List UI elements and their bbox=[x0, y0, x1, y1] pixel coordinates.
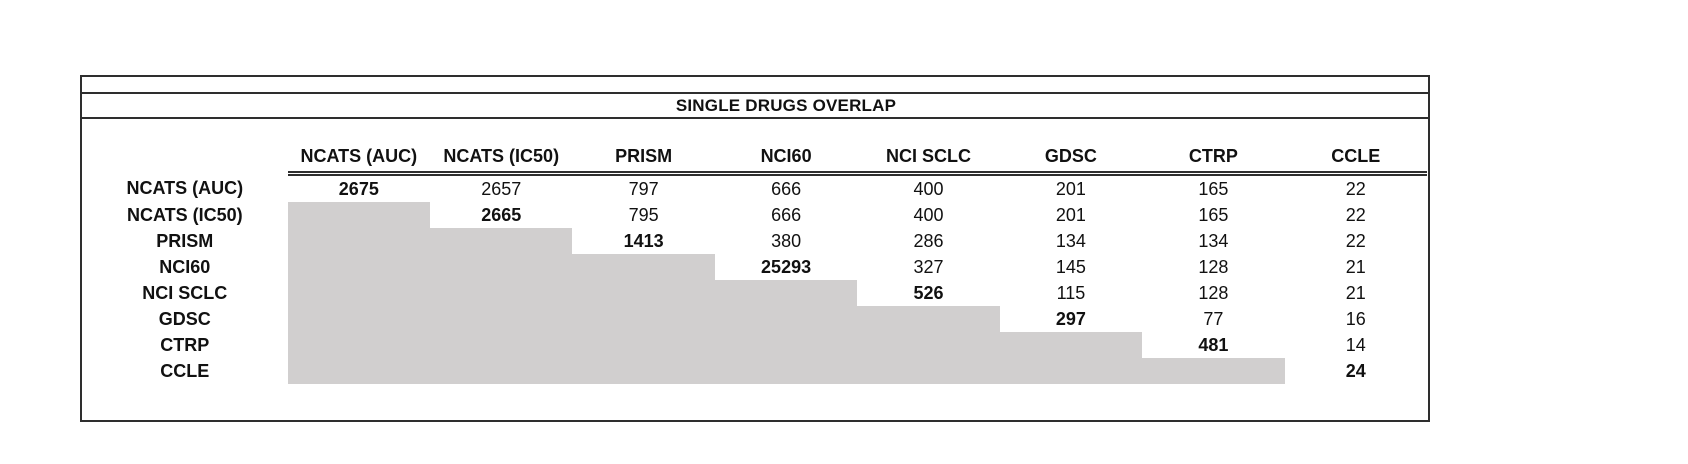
overlap-cell-nci60-x-nci-sclc: 327 bbox=[913, 257, 944, 277]
shaded-cell bbox=[430, 358, 573, 384]
row-header-ncats-ic50: NCATS (IC50) bbox=[126, 205, 243, 225]
shaded-cell bbox=[714, 280, 858, 306]
shaded-cell bbox=[1142, 358, 1285, 384]
overlap-cell-ncats-auc-x-ncats-ic50: 2657 bbox=[481, 179, 522, 199]
overlap-cell-nci-sclc-x-nci-sclc: 526 bbox=[913, 283, 944, 303]
table-row-ctrp: CTRP 481 14 bbox=[82, 332, 1427, 358]
shaded-cell bbox=[287, 358, 431, 384]
overlap-cell-ncats-ic50-x-nci60: 666 bbox=[771, 205, 802, 225]
shaded-cell bbox=[430, 306, 573, 332]
overlap-cell-prism-x-gdsc: 134 bbox=[1055, 231, 1086, 251]
overlap-cell-ncats-ic50-x-ncats-ic50: 2665 bbox=[481, 205, 522, 225]
table-row-ccle: CCLE 24 bbox=[82, 358, 1427, 384]
row-header-nci-sclc: NCI SCLC bbox=[142, 283, 228, 303]
table-row-gdsc: GDSC 297 77 16 bbox=[82, 306, 1427, 332]
overlap-cell-prism-x-ccle: 22 bbox=[1345, 231, 1366, 251]
overlap-cell-prism-x-nci60: 380 bbox=[771, 231, 802, 251]
title-row: SINGLE DRUGS OVERLAP bbox=[82, 94, 1428, 119]
overlap-cell-ncats-auc-x-ncats-auc: 2675 bbox=[338, 179, 379, 199]
overlap-cell-ctrp-x-ctrp: 481 bbox=[1198, 335, 1229, 355]
row-header-prism: PRISM bbox=[156, 231, 214, 251]
column-header-ncats-auc: NCATS (AUC) bbox=[287, 141, 431, 176]
shaded-cell bbox=[430, 332, 573, 358]
shaded-cell bbox=[857, 332, 1000, 358]
overlap-cell-nci60-x-ccle: 21 bbox=[1345, 257, 1366, 277]
table-row-prism: PRISM 1413 380 286 134 134 22 bbox=[82, 228, 1427, 254]
shaded-cell bbox=[287, 202, 431, 228]
corner-cell bbox=[82, 141, 288, 174]
shaded-cell bbox=[572, 358, 715, 384]
shaded-cell bbox=[714, 358, 858, 384]
row-header-ccle: CCLE bbox=[160, 361, 210, 381]
overlap-cell-ncats-ic50-x-gdsc: 201 bbox=[1055, 205, 1086, 225]
column-header-nci60: NCI60 bbox=[714, 141, 858, 176]
overlap-cell-ncats-ic50-x-ctrp: 165 bbox=[1198, 205, 1229, 225]
overlap-cell-ncats-auc-x-gdsc: 201 bbox=[1055, 179, 1086, 199]
overlap-cell-nci60-x-ctrp: 128 bbox=[1198, 257, 1229, 277]
overlap-cell-ctrp-x-ccle: 14 bbox=[1345, 335, 1366, 355]
shaded-cell bbox=[287, 332, 431, 358]
shaded-cell bbox=[572, 332, 715, 358]
row-header-nci60: NCI60 bbox=[159, 257, 211, 277]
overlap-cell-ncats-auc-x-prism: 797 bbox=[628, 179, 659, 199]
overlap-cell-prism-x-prism: 1413 bbox=[623, 231, 664, 251]
shaded-cell bbox=[287, 228, 431, 254]
row-header-ctrp: CTRP bbox=[160, 335, 210, 355]
shaded-cell bbox=[999, 332, 1143, 358]
shaded-cell bbox=[430, 254, 573, 280]
table-row-ncats-ic50: NCATS (IC50) 2665 795 666 400 201 165 22 bbox=[82, 202, 1427, 228]
overlap-cell-prism-x-ctrp: 134 bbox=[1198, 231, 1229, 251]
shaded-cell bbox=[287, 280, 431, 306]
shaded-cell bbox=[287, 254, 431, 280]
column-header-nci-sclc: NCI SCLC bbox=[857, 141, 1000, 176]
shaded-cell bbox=[857, 306, 1000, 332]
overlap-cell-ncats-ic50-x-ccle: 22 bbox=[1345, 205, 1366, 225]
column-header-ctrp: CTRP bbox=[1142, 141, 1285, 176]
shaded-cell bbox=[714, 332, 858, 358]
table-title: SINGLE DRUGS OVERLAP bbox=[675, 95, 897, 115]
overlap-cell-ccle-x-ccle: 24 bbox=[1345, 361, 1366, 381]
table-row-nci60: NCI60 25293 327 145 128 21 bbox=[82, 254, 1427, 280]
table-row-nci-sclc: NCI SCLC 526 115 128 21 bbox=[82, 280, 1427, 306]
shaded-cell bbox=[430, 280, 573, 306]
overlap-cell-ncats-auc-x-ctrp: 165 bbox=[1198, 179, 1229, 199]
column-header-row: NCATS (AUC) NCATS (IC50) PRISM NCI60 NCI SCL… bbox=[82, 141, 1427, 176]
shaded-cell bbox=[572, 254, 715, 280]
overlap-cell-nci-sclc-x-ccle: 21 bbox=[1345, 283, 1366, 303]
row-header-ncats-auc: NCATS (AUC) bbox=[126, 177, 244, 198]
overlap-matrix-table: NCATS (AUC) NCATS (IC50) PRISM NCI60 NCI SCL… bbox=[82, 141, 1427, 384]
overlap-cell-nci-sclc-x-ctrp: 128 bbox=[1198, 283, 1229, 303]
shaded-cell bbox=[857, 358, 1000, 384]
overlap-cell-prism-x-nci-sclc: 286 bbox=[913, 231, 944, 251]
overlap-cell-ncats-ic50-x-prism: 795 bbox=[628, 205, 659, 225]
overlap-cell-ncats-ic50-x-nci-sclc: 400 bbox=[913, 205, 944, 225]
shaded-cell bbox=[572, 306, 715, 332]
overlap-cell-gdsc-x-ccle: 16 bbox=[1345, 309, 1366, 329]
row-header-gdsc: GDSC bbox=[158, 309, 211, 329]
overlap-cell-gdsc-x-gdsc: 297 bbox=[1055, 309, 1086, 329]
overlap-cell-ncats-auc-x-nci-sclc: 400 bbox=[913, 179, 944, 199]
overlap-cell-ncats-auc-x-ccle: 22 bbox=[1345, 179, 1366, 199]
shaded-cell bbox=[999, 358, 1143, 384]
overlap-cell-nci-sclc-x-gdsc: 115 bbox=[1056, 283, 1086, 303]
shaded-cell bbox=[714, 306, 858, 332]
shaded-cell bbox=[430, 228, 573, 254]
table-row-ncats-auc: NCATS (AUC) 2675 2657 797 666 400 201 165 22 bbox=[82, 174, 1427, 203]
column-header-prism: PRISM bbox=[572, 141, 715, 176]
column-header-gdsc: GDSC bbox=[999, 141, 1143, 176]
top-spacer-row bbox=[82, 77, 1428, 94]
overlap-cell-ncats-auc-x-nci60: 666 bbox=[771, 179, 802, 199]
column-header-ccle: CCLE bbox=[1284, 141, 1427, 176]
shaded-cell bbox=[287, 306, 431, 332]
overlap-cell-nci60-x-gdsc: 145 bbox=[1055, 257, 1086, 277]
overlap-cell-nci60-x-nci60: 25293 bbox=[761, 257, 812, 277]
column-header-ncats-ic50: NCATS (IC50) bbox=[430, 141, 573, 176]
overlap-cell-gdsc-x-ctrp: 77 bbox=[1203, 309, 1224, 329]
single-drugs-overlap-panel: SINGLE DRUGS OVERLAP NCATS (AUC) NCATS (I… bbox=[80, 75, 1430, 422]
shaded-cell bbox=[572, 280, 715, 306]
